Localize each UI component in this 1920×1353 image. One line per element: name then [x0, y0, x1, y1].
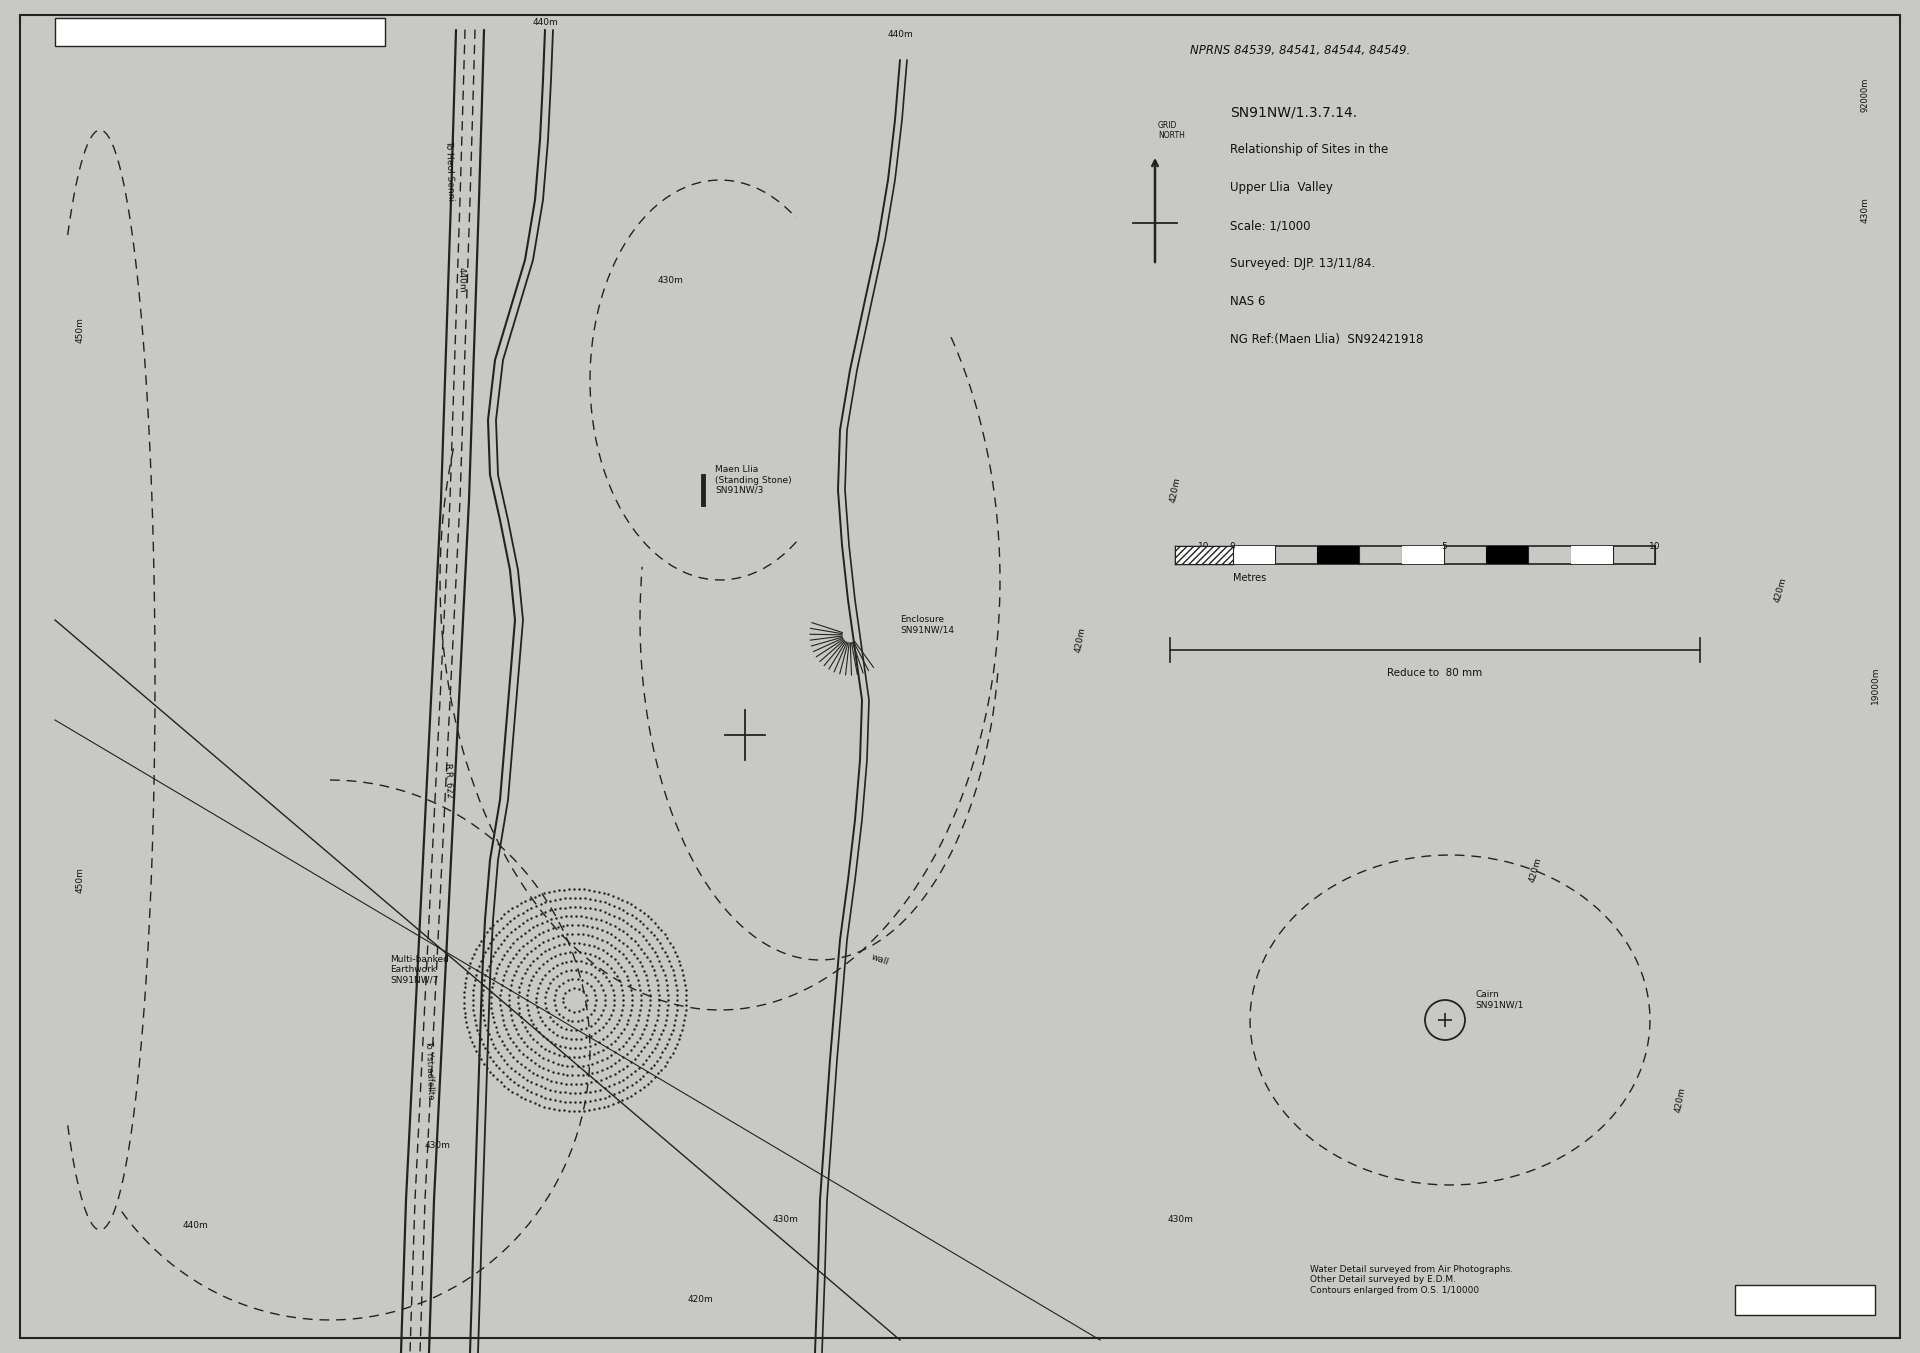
Text: 440m: 440m — [182, 1220, 207, 1230]
Text: wall: wall — [870, 953, 891, 967]
Text: R.R. 622: R.R. 622 — [444, 762, 453, 798]
Text: Relationship of Sites in the: Relationship of Sites in the — [1231, 143, 1388, 156]
Bar — [1486, 547, 1528, 564]
Text: 440m: 440m — [532, 18, 559, 27]
Text: SN91NW/1.3.7.14.: SN91NW/1.3.7.14. — [1231, 106, 1357, 119]
Text: 420m: 420m — [1526, 856, 1542, 884]
Text: 450m: 450m — [75, 317, 84, 342]
Text: 430m: 430m — [772, 1215, 799, 1224]
Text: 440m: 440m — [457, 267, 467, 294]
Text: Water Detail surveyed from Air Photographs.
Other Detail surveyed by E.D.M.
Cont: Water Detail surveyed from Air Photograp… — [1309, 1265, 1513, 1295]
Bar — [1402, 547, 1444, 564]
Text: 420m: 420m — [1073, 626, 1087, 653]
Bar — [1233, 547, 1275, 564]
Text: Surveyed: DJP. 13/11/84.: Surveyed: DJP. 13/11/84. — [1231, 257, 1375, 271]
Text: NPRNS 84539, 84541, 84544, 84549.: NPRNS 84539, 84541, 84544, 84549. — [1190, 43, 1411, 57]
Text: Metres: Metres — [1233, 574, 1265, 583]
Text: Maen Llia
(Standing Stone)
SN91NW/3: Maen Llia (Standing Stone) SN91NW/3 — [714, 465, 791, 495]
Text: To Ystradfellte: To Ystradfellte — [424, 1040, 436, 1100]
Text: Scale: 1/1000: Scale: 1/1000 — [1231, 219, 1311, 231]
Text: 420m: 420m — [1674, 1086, 1686, 1114]
Text: Cairn
SN91NW/1: Cairn SN91NW/1 — [1475, 990, 1523, 1009]
Text: 92000m: 92000m — [1860, 78, 1870, 112]
Text: 10: 10 — [1198, 543, 1210, 551]
Text: 450m: 450m — [75, 867, 84, 893]
Text: 420m: 420m — [1169, 476, 1181, 503]
Text: Enclosure
SN91NW/14: Enclosure SN91NW/14 — [900, 616, 954, 635]
Text: Upper Llia  Valley: Upper Llia Valley — [1231, 181, 1332, 193]
Text: 440m: 440m — [887, 30, 912, 39]
Text: SUS01/26: SUS01/26 — [1774, 1296, 1836, 1310]
Text: 19000m: 19000m — [1870, 666, 1880, 704]
Text: 430m: 430m — [1167, 1215, 1192, 1224]
Text: NAS 6: NAS 6 — [1231, 295, 1265, 308]
Bar — [1175, 547, 1233, 564]
Text: GRID
NORTH: GRID NORTH — [1158, 120, 1185, 139]
Text: 430m: 430m — [424, 1141, 449, 1150]
Bar — [1571, 547, 1613, 564]
Text: 430m: 430m — [1860, 198, 1870, 223]
Text: 0: 0 — [1229, 543, 1235, 551]
Bar — [1317, 547, 1359, 564]
Text: 10: 10 — [1649, 543, 1661, 551]
Text: To Heol Senni: To Heol Senni — [444, 139, 455, 200]
Text: 430m: 430m — [657, 276, 684, 284]
Text: NG Ref:(Maen Llia)  SN92421918: NG Ref:(Maen Llia) SN92421918 — [1231, 333, 1423, 346]
Text: NATIONAL ARCHAEOLOGICAL SURVEY: NATIONAL ARCHAEOLOGICAL SURVEY — [127, 27, 313, 37]
FancyBboxPatch shape — [56, 18, 386, 46]
Text: 420m: 420m — [687, 1296, 712, 1304]
Text: Multi-banked
Earthwork
SN91NW/7: Multi-banked Earthwork SN91NW/7 — [390, 955, 449, 985]
Text: 5: 5 — [1440, 543, 1446, 551]
Text: Reduce to  80 mm: Reduce to 80 mm — [1388, 668, 1482, 678]
Bar — [1736, 1285, 1876, 1315]
Text: 420m: 420m — [1772, 576, 1788, 603]
